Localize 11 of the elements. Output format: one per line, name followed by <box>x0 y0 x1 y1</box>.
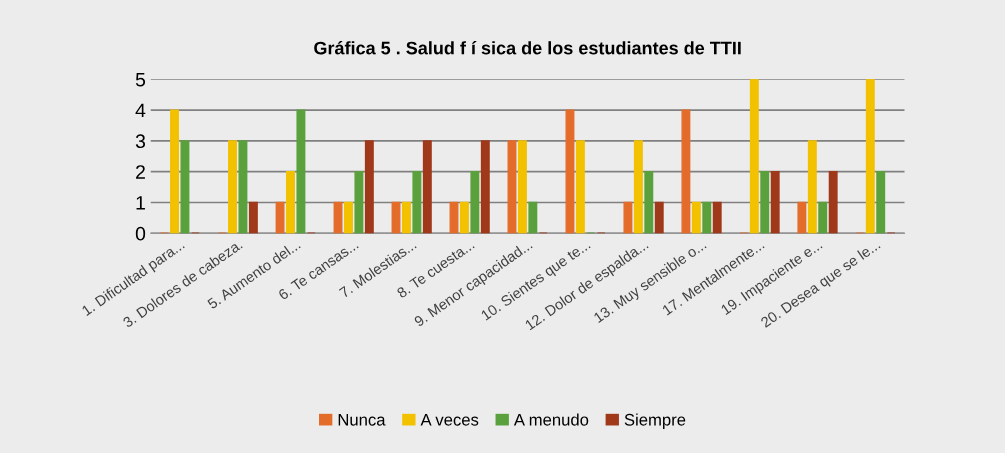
legend-label: A veces <box>420 414 479 426</box>
y-tick-label: 2 <box>136 165 145 179</box>
legend-label: Nunca <box>338 414 386 426</box>
y-tick-label: 1 <box>136 196 145 210</box>
y-tick-label: 0 <box>135 226 146 241</box>
legend-label: Siempre <box>624 413 686 429</box>
legend-label: A menudo <box>513 413 589 426</box>
y-tick-label: 5 <box>135 72 146 87</box>
y-tick-label: 3 <box>135 134 146 149</box>
y-tick-label: 4 <box>135 103 146 118</box>
chart-title: Gráfica 5 . Salud f í sica de los estudiantes de TTII <box>314 41 741 55</box>
